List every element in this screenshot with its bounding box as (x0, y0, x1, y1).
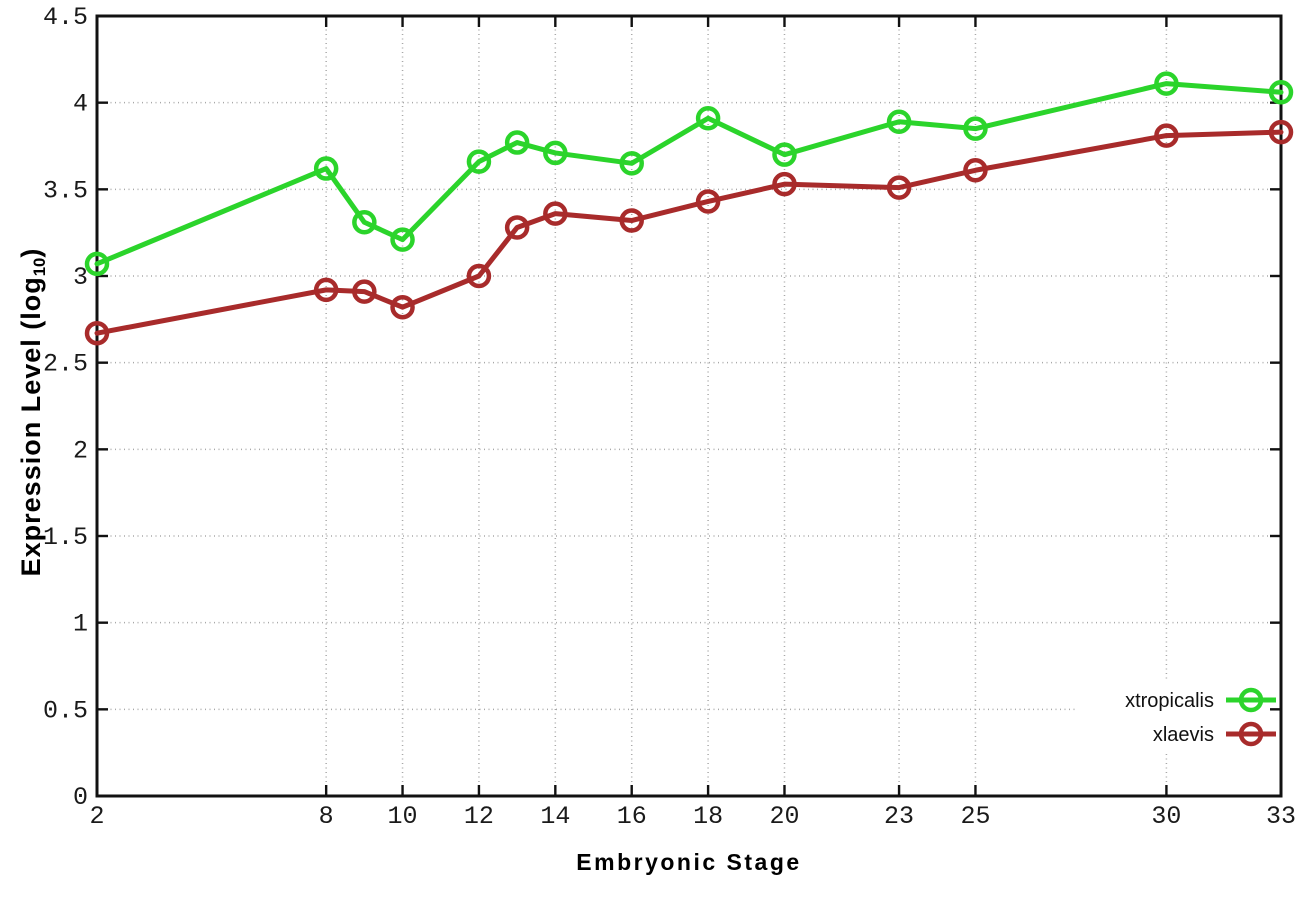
x-tick-label: 8 (319, 802, 334, 831)
y-tick-label: 0 (73, 783, 88, 812)
x-tick-label: 16 (617, 802, 647, 831)
legend-item-xlaevis: xlaevis (1153, 721, 1276, 747)
x-tick-label: 18 (693, 802, 723, 831)
y-tick-label: 1 (73, 610, 88, 639)
y-axis-title-close: ) (15, 247, 46, 258)
y-axis-title-subscript: 10 (30, 257, 50, 277)
x-tick-label: 33 (1266, 802, 1296, 831)
series-line-xlaevis (94, 129, 1284, 336)
y-tick-label: 4 (73, 90, 88, 119)
legend-item-xtropicalis: xtropicalis (1125, 687, 1276, 713)
tick-labels: 0 0.5 1 1.5 2 2.5 3 3.5 4 4.5 2 8 10 12 14 16 18 20 23 25 30… (43, 3, 1296, 831)
legend-label: xlaevis (1153, 724, 1214, 746)
x-tick-label: 30 (1151, 802, 1181, 831)
y-tick-label: 1.5 (43, 523, 88, 552)
y-axis-title-main: Expression Level (log (15, 276, 46, 577)
x-tick-label: 23 (884, 802, 914, 831)
y-tick-label: 2 (73, 436, 88, 465)
tick-marks (95, 14, 1283, 798)
x-tick-label: 14 (540, 802, 570, 831)
y-tick-label: 0.5 (43, 696, 88, 725)
x-tick-label: 2 (89, 802, 104, 831)
legend-sample-marker (1238, 687, 1264, 713)
x-tick-label: 25 (960, 802, 990, 831)
legend-label: xtropicalis (1125, 690, 1214, 712)
y-tick-label: 4.5 (43, 3, 88, 32)
y-tick-label: 3.5 (43, 176, 88, 205)
series-line-xtropicalis (94, 81, 1284, 267)
x-tick-label: 20 (769, 802, 799, 831)
legend-sample-marker (1238, 721, 1264, 747)
series-markers-xtropicalis (84, 71, 1294, 277)
y-tick-label: 2.5 (43, 350, 88, 379)
x-tick-label: 10 (388, 802, 418, 831)
x-axis-title: Embryonic Stage (576, 849, 802, 875)
x-tick-label: 12 (464, 802, 494, 831)
legend: xtropicalis xlaevis (1125, 687, 1276, 747)
gridlines (97, 16, 1281, 796)
y-axis-title: Expression Level (log10) (16, 248, 50, 577)
series-markers-xlaevis (84, 119, 1294, 346)
plot-border (95, 14, 1283, 798)
y-tick-label: 3 (73, 263, 88, 292)
